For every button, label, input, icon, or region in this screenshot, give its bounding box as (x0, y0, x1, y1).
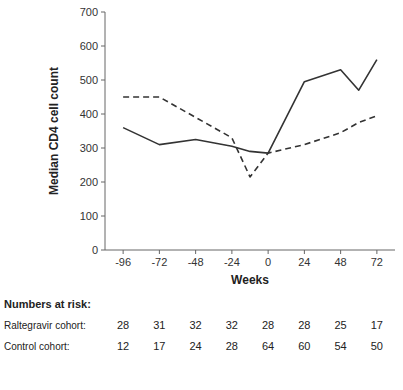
x-tick-label: -96 (115, 256, 131, 268)
x-tick (268, 250, 269, 254)
risk-value: 28 (298, 319, 310, 331)
y-tick (101, 80, 105, 81)
y-tick-label: 300 (80, 142, 98, 154)
risk-header: Numbers at risk: (4, 298, 91, 310)
x-tick-label: 24 (298, 256, 310, 268)
y-tick (101, 250, 105, 251)
risk-value: 64 (262, 340, 274, 352)
series-line (123, 60, 377, 154)
risk-row-label: Raltegravir cohort: (4, 320, 86, 331)
series-line (123, 97, 377, 177)
x-axis-label: Weeks (231, 273, 269, 287)
x-tick-label: 48 (335, 256, 347, 268)
risk-value: 28 (226, 340, 238, 352)
risk-value: 24 (190, 340, 202, 352)
chart: -96 -72 -48 -24 0 24 48 72 0 100 200 300 400 500 600 70… (0, 0, 403, 390)
x-tick (340, 250, 341, 254)
plot-area (123, 60, 377, 177)
x-tick (304, 250, 305, 254)
x-tick-label: -24 (224, 256, 240, 268)
y-tick-label: 400 (80, 108, 98, 120)
y-tick-label: 200 (80, 176, 98, 188)
y-tick-label: 100 (80, 210, 98, 222)
x-tick-label: 0 (265, 256, 271, 268)
risk-value: 50 (371, 340, 383, 352)
risk-value: 28 (262, 319, 274, 331)
risk-value: 60 (298, 340, 310, 352)
y-tick-label: 500 (80, 74, 98, 86)
risk-row-label: Control cohort: (4, 341, 70, 352)
risk-value: 17 (153, 340, 165, 352)
x-axis-line (105, 250, 395, 251)
x-tick (376, 250, 377, 254)
y-tick (101, 148, 105, 149)
x-tick-label: -48 (188, 256, 204, 268)
y-tick (101, 114, 105, 115)
y-tick (101, 46, 105, 47)
y-tick-label: 600 (80, 40, 98, 52)
risk-value: 25 (335, 319, 347, 331)
x-tick (123, 250, 124, 254)
y-axis-label: Median CD4 cell count (47, 67, 61, 195)
y-tick-label: 700 (80, 6, 98, 18)
risk-value: 28 (117, 319, 129, 331)
x-tick (231, 250, 232, 254)
risk-value: 31 (153, 319, 165, 331)
risk-value: 12 (117, 340, 129, 352)
x-tick-label: 72 (371, 256, 383, 268)
risk-value: 32 (190, 319, 202, 331)
y-tick-label: 0 (92, 244, 98, 256)
risk-value: 17 (371, 319, 383, 331)
y-tick (101, 12, 105, 13)
risk-value: 32 (226, 319, 238, 331)
x-tick (159, 250, 160, 254)
risk-value: 54 (335, 340, 347, 352)
y-tick (101, 182, 105, 183)
x-tick-label: -72 (151, 256, 167, 268)
y-axis-line (105, 12, 106, 250)
x-tick (195, 250, 196, 254)
y-tick (101, 216, 105, 217)
